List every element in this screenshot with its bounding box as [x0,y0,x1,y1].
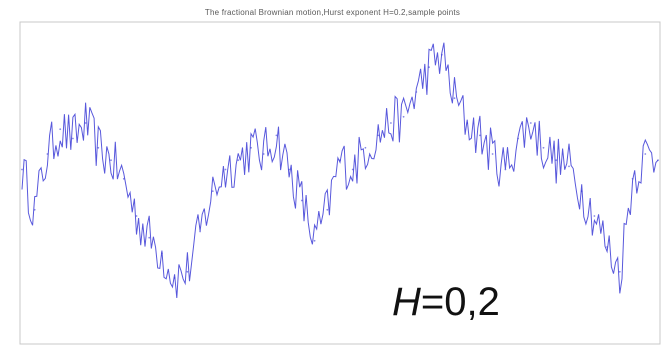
data-point [237,159,240,162]
data-point [377,134,380,137]
data-point [326,208,329,211]
data-point [148,236,151,239]
data-point [466,122,469,124]
data-point [517,137,519,140]
h-variable: H [392,280,421,324]
data-point [173,277,176,279]
h-annotation: H=0,2 [392,282,500,322]
data-point [313,239,316,242]
data-point [529,122,532,124]
data-point [644,153,647,155]
data-point [593,215,596,217]
data-point [84,122,87,124]
data-point [618,270,621,273]
data-point [122,177,125,180]
data-point [440,53,443,56]
data-point [415,91,418,93]
data-point [135,215,138,217]
data-point [339,159,341,162]
data-point [428,66,430,69]
data-point [21,168,23,171]
data-point [46,153,49,155]
data-point [97,146,100,149]
fbm-series-line [21,42,659,299]
chart-title: The fractional Brownian motion,Hurst exp… [204,8,461,17]
data-point [453,97,456,100]
data-point [275,134,278,137]
data-point [33,208,36,211]
data-point [224,168,227,171]
data-point [59,128,62,131]
data-point [504,168,507,171]
data-point [250,146,252,149]
data-point [606,246,608,248]
data-point [402,115,405,118]
data-point [351,168,354,171]
data-point [555,159,558,162]
data-point [110,159,112,162]
data-point [211,190,214,193]
data-point [491,153,494,155]
h-value: =0,2 [420,280,500,324]
data-point [542,146,545,149]
data-point [568,165,570,168]
data-point [479,134,481,137]
data-point [657,159,659,162]
data-point [300,199,303,202]
data-point [199,230,202,233]
data-point [288,168,290,171]
data-point [262,153,265,155]
series-group [21,42,659,299]
data-point [72,137,74,140]
data-point [580,190,583,193]
data-point [390,122,392,124]
data-point [364,146,367,149]
data-point [186,270,189,273]
data-point [161,252,163,255]
plot-frame [19,21,661,345]
data-point [631,177,634,180]
